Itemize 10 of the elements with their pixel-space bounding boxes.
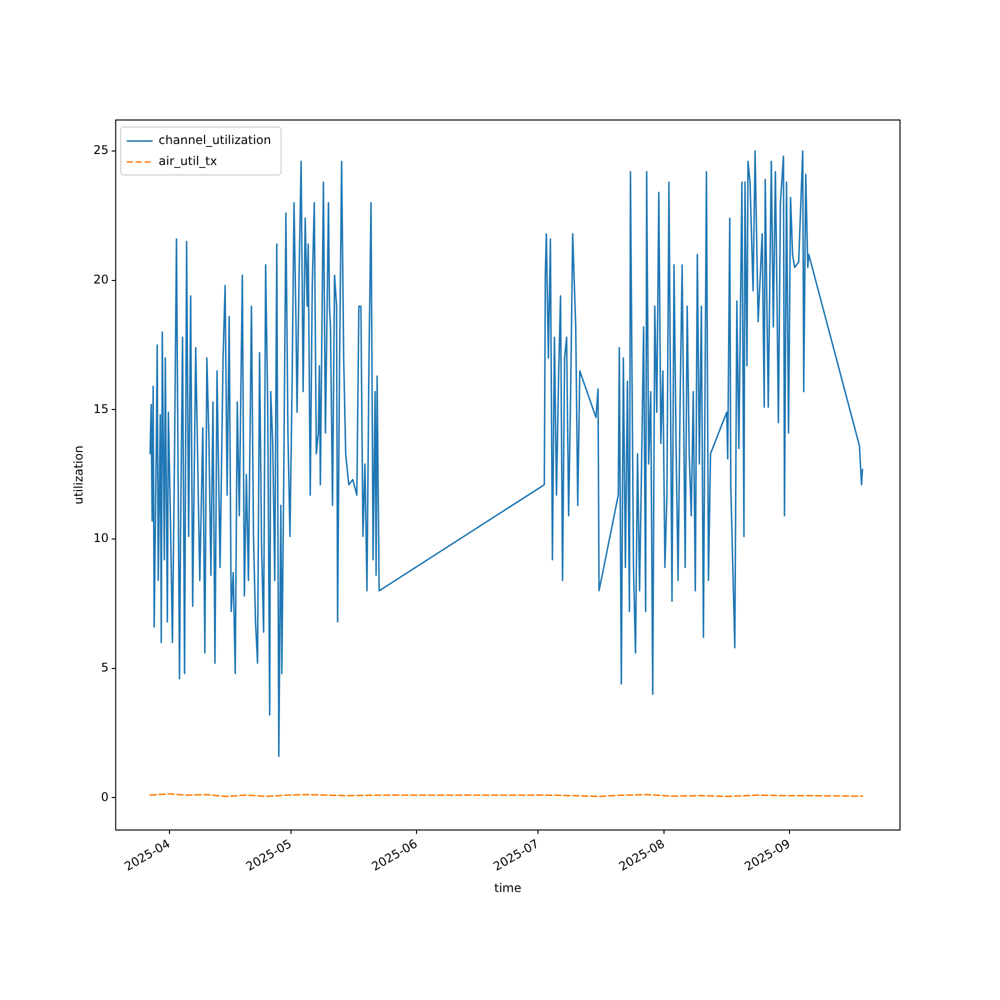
y-tick-label: 25 bbox=[93, 143, 109, 158]
y-tick-label: 5 bbox=[101, 660, 109, 675]
legend-label: channel_utilization bbox=[158, 133, 272, 148]
y-tick-label: 0 bbox=[101, 790, 109, 804]
y-axis-title: utilization bbox=[71, 446, 86, 505]
y-tick-label: 20 bbox=[93, 272, 109, 287]
y-tick-label: 10 bbox=[93, 531, 109, 546]
y-tick-label: 15 bbox=[93, 402, 109, 416]
legend-label: air_util_tx bbox=[158, 154, 218, 168]
x-axis-title: time bbox=[494, 880, 522, 895]
